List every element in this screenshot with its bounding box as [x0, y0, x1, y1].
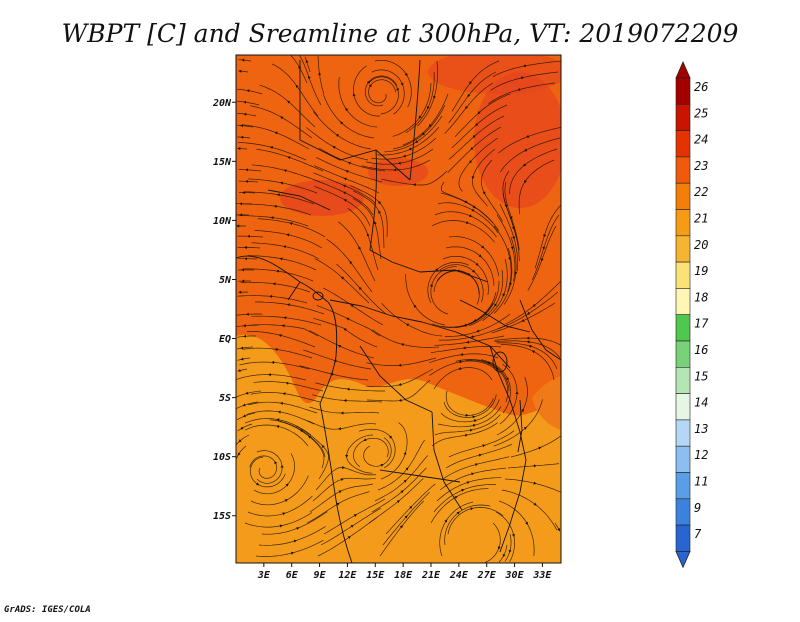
colorbar-label: 24: [694, 133, 708, 147]
colorbar-top-arrow: [676, 62, 690, 78]
lon-tick-label: 15E: [366, 570, 385, 581]
lon-tick-label: 21E: [421, 570, 441, 581]
colorbar-label: 7: [694, 527, 702, 541]
colorbar-swatch: [676, 262, 690, 288]
colorbar-label: 17: [694, 317, 709, 331]
colorbar-swatch: [676, 394, 690, 420]
wbpt-warm-patch-central: [368, 158, 428, 186]
lat-tick-label: 10N: [213, 216, 232, 227]
lon-tick-label: 33E: [532, 570, 552, 581]
lat-tick-label: 5S: [219, 393, 231, 404]
lon-tick-label: 6E: [286, 570, 299, 581]
lon-tick-label: 9E: [314, 570, 327, 581]
colorbar-label: 18: [694, 290, 708, 304]
chart-title: WBPT [C] and Sreamline at 300hPa, VT: 20…: [62, 19, 739, 48]
map-panel: 20N 15N 10N 5N EQ 5S 10S 15S 3E 6E 9E 12E 15E 18E 21E…: [212, 50, 568, 581]
latitude-ticks: 20N 15N 10N 5N EQ 5S 10S 15S: [212, 98, 236, 522]
colorbar-swatch: [676, 131, 690, 157]
colorbar-label: 9: [694, 501, 701, 515]
colorbar-swatch: [676, 210, 690, 236]
colorbar-swatch: [676, 288, 690, 314]
colorbar-swatch: [676, 473, 690, 499]
colorbar-swatch: [676, 367, 690, 393]
lon-tick-label: 24E: [449, 570, 469, 581]
colorbar-swatch: [676, 341, 690, 367]
colorbar-label: 22: [694, 185, 708, 199]
colorbar-swatch: [676, 315, 690, 341]
longitude-ticks: 3E 6E 9E 12E 15E 18E 21E 24E 27E 30E 33E: [257, 563, 553, 581]
colorbar-swatch: [676, 446, 690, 472]
lat-tick-label: 15N: [213, 157, 232, 168]
colorbar-bottom-arrow: [676, 551, 690, 567]
colorbar-label: 15: [694, 369, 708, 383]
lat-tick-label: EQ: [219, 334, 231, 345]
colorbar-swatch: [676, 183, 690, 209]
colorbar-label: 16: [694, 343, 708, 357]
colorbar-label: 11: [694, 475, 708, 489]
lon-tick-label: 3E: [257, 570, 271, 581]
colorbar-swatch: [676, 78, 690, 104]
colorbar-label: 26: [694, 80, 708, 94]
wbpt-warm-patch-northeast: [428, 50, 568, 94]
colorbar-label: 23: [694, 159, 708, 173]
colorbar-swatch: [676, 104, 690, 130]
lon-tick-label: 27E: [477, 570, 497, 581]
lon-tick-label: 30E: [505, 570, 525, 581]
colorbar-label: 20: [694, 238, 708, 252]
lat-tick-label: 5N: [219, 275, 232, 286]
colorbar-swatch: [676, 236, 690, 262]
colorbar-label: 12: [694, 448, 708, 462]
colorbar-swatch: [676, 157, 690, 183]
credit-label: GrADS: IGES/COLA: [4, 605, 91, 615]
lat-tick-label: 20N: [212, 98, 232, 109]
colorbar-swatch: [676, 420, 690, 446]
lat-tick-label: 10S: [213, 452, 231, 463]
colorbar-swatch: [676, 499, 690, 525]
colorbar: 26 25 24 23 22 21 20 19 18 17 16 15 14 13 12 11 9 7: [676, 62, 709, 567]
lon-tick-label: 18E: [394, 570, 413, 581]
colorbar-label: 19: [694, 264, 708, 278]
colorbar-label: 14: [694, 396, 708, 410]
colorbar-label: 21: [694, 212, 708, 226]
colorbar-swatch: [676, 525, 690, 551]
lat-tick-label: 15S: [213, 511, 231, 522]
lon-tick-label: 12E: [338, 570, 357, 581]
colorbar-label: 13: [694, 422, 708, 436]
colorbar-label: 25: [694, 106, 708, 120]
